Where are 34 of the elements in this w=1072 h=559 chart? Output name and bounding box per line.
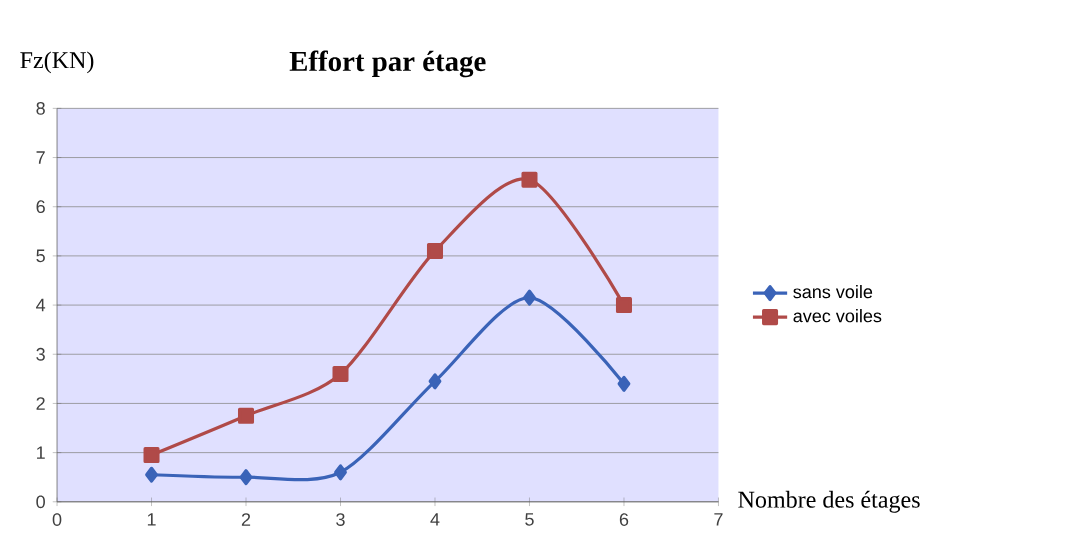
- point: [617, 375, 631, 392]
- y-tick-label: 2: [36, 397, 45, 410]
- legend-label: sans voile: [793, 285, 873, 299]
- y-tick-label: 1: [37, 446, 45, 459]
- point: [426, 243, 444, 260]
- legend-label: avec voiles: [793, 309, 882, 323]
- point: [521, 171, 538, 188]
- point: [428, 373, 442, 390]
- point: [523, 289, 536, 306]
- point: [334, 464, 347, 481]
- y-tick-label: 0: [36, 495, 45, 509]
- y-tick-label: 4: [36, 298, 46, 312]
- y-tick-label: 7: [36, 151, 45, 164]
- chart-title: Effort par étage: [289, 50, 486, 78]
- point: [332, 366, 349, 383]
- point: [237, 407, 255, 424]
- point: [145, 466, 158, 483]
- y-tick-label: 3: [36, 347, 45, 361]
- x-tick-label: 5: [525, 513, 534, 526]
- x-tick-label: 2: [241, 513, 251, 526]
- x-tick-label: 4: [430, 513, 440, 526]
- x-axis-title: Nombre des étages: [738, 490, 920, 513]
- point: [615, 297, 632, 314]
- point: [239, 469, 253, 486]
- x-tick-label: 0: [52, 513, 62, 527]
- y-axis-title: Fz(KN): [20, 51, 94, 74]
- x-tick-label: 3: [336, 513, 345, 527]
- x-tick-label: 1: [147, 513, 156, 526]
- x-tick-label: 7: [714, 513, 723, 526]
- y-tick-label: 6: [36, 200, 45, 214]
- y-tick-label: 5: [36, 249, 45, 263]
- point: [143, 447, 160, 464]
- y-tick-label: 8: [36, 102, 45, 115]
- x-tick-label: 6: [619, 513, 629, 527]
